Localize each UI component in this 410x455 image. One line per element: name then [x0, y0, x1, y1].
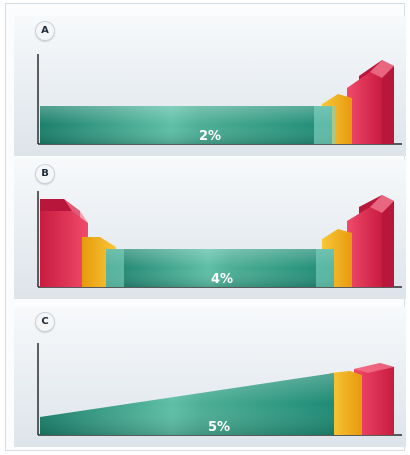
panel-b-teal-bar-left-end — [106, 249, 124, 287]
panel-c-yellow-step — [330, 371, 362, 435]
panel-c-graphic: 5% — [14, 307, 406, 447]
panel-a-badge: A — [36, 22, 54, 40]
panel-a-percent-label: 2% — [199, 129, 221, 144]
panel-b-teal-bar-shade — [106, 249, 334, 287]
panel-c-percent-label: 5% — [208, 420, 230, 435]
panel-b-right-red-step-front — [347, 207, 382, 287]
panel-a: 2% A — [14, 16, 406, 156]
panel-c-red-step-top — [354, 363, 394, 373]
panel-c-badge: C — [36, 313, 54, 331]
panel-c-teal-wedge-shade — [40, 373, 334, 435]
panel-a-graphic: 2% — [14, 16, 406, 156]
panel-a-red-step-front — [347, 72, 382, 144]
panel-b-graphic: 4% — [14, 159, 406, 299]
panel-b-teal-bar-right-end — [316, 249, 334, 287]
panel-c-red-step — [354, 363, 394, 435]
panel-b-left-red-step-top — [64, 199, 88, 223]
figure-frame: 2% A 4% B — [5, 3, 406, 451]
panel-b-left-red-step-front — [40, 211, 88, 287]
panel-c: 5% C — [14, 307, 406, 447]
panel-a-teal-bar-shade — [40, 106, 332, 144]
panel-a-red-step-top — [370, 60, 394, 78]
panel-b-percent-label: 4% — [211, 272, 233, 287]
panel-b: 4% B — [14, 159, 406, 299]
panel-b-right-red-step-top — [370, 195, 394, 213]
panel-b-badge: B — [36, 165, 54, 183]
panel-a-teal-bar-end — [314, 106, 336, 144]
